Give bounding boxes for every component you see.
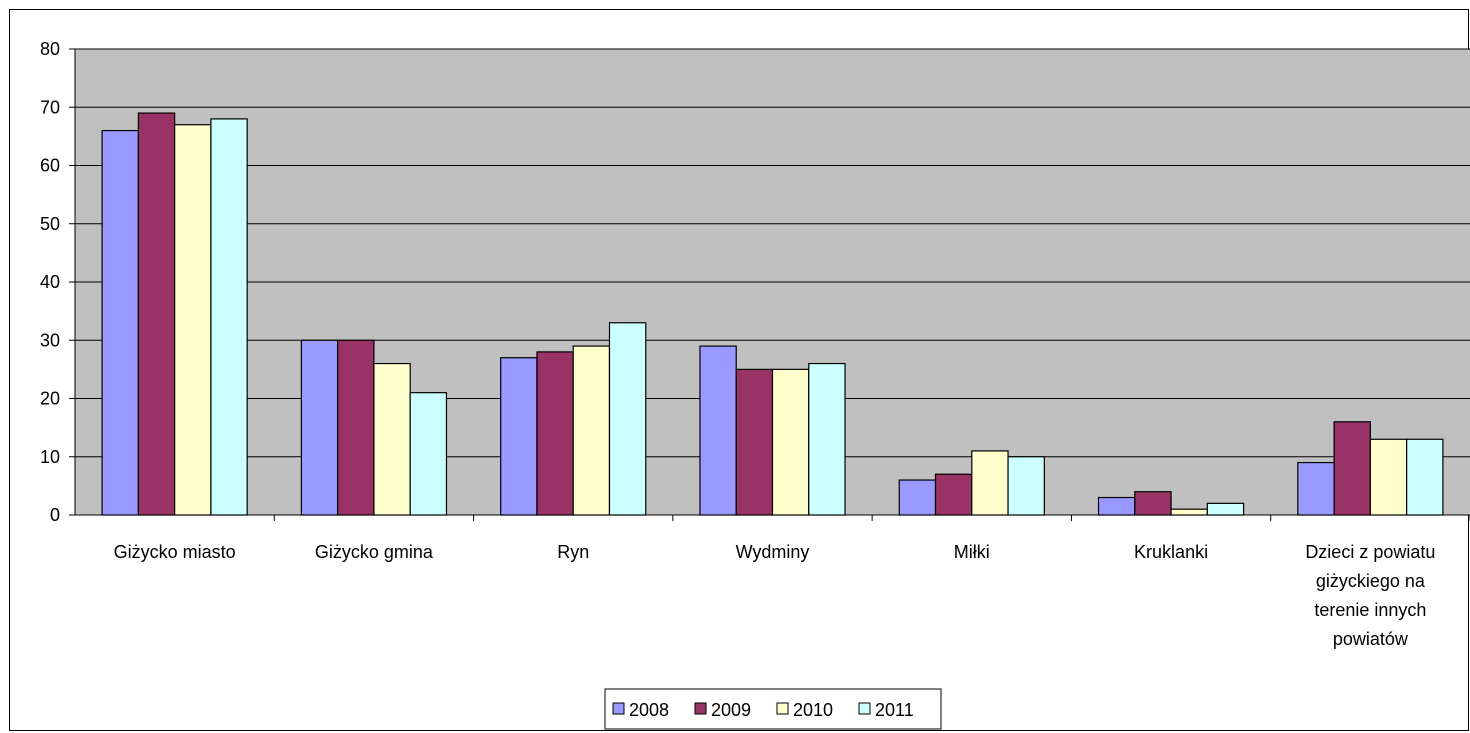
x-category-label: Dzieci z powiatu giżyckiego na terenie inn… xyxy=(1305,542,1435,649)
y-tick-label: 10 xyxy=(40,447,60,467)
bar-2010-4 xyxy=(971,450,1009,516)
bar-2011-6 xyxy=(1406,438,1444,516)
y-tick-label: 50 xyxy=(40,214,60,234)
legend-swatch-2010 xyxy=(776,702,789,715)
y-tick-label: 30 xyxy=(40,330,60,350)
bar-2008-4 xyxy=(898,479,937,516)
y-tick-label: 40 xyxy=(40,272,60,292)
bar-2009-4 xyxy=(934,473,973,516)
y-tick-label: 0 xyxy=(50,505,60,525)
bar-2008-1 xyxy=(300,339,339,516)
x-category-label: Miłki xyxy=(954,542,990,562)
bar-2008-3 xyxy=(699,345,737,516)
bar-2010-5 xyxy=(1170,508,1208,516)
bar-2008-6 xyxy=(1297,461,1335,516)
legend-box xyxy=(604,688,942,730)
axes xyxy=(69,48,1470,521)
y-tick-label: 20 xyxy=(40,389,60,409)
bar-2011-0 xyxy=(210,118,248,516)
bar-2009-6 xyxy=(1333,421,1371,516)
y-tick-label: 80 xyxy=(40,39,60,59)
y-tick-label: 60 xyxy=(40,156,60,176)
legend-label-2008: 2008 xyxy=(629,700,669,720)
bar-2011-2 xyxy=(608,322,647,516)
bar-2009-0 xyxy=(137,112,176,516)
bar-2011-4 xyxy=(1007,456,1045,516)
bar-2009-2 xyxy=(536,351,574,516)
bar-2008-2 xyxy=(500,357,538,516)
bar-2010-2 xyxy=(572,345,611,516)
bar-2010-3 xyxy=(771,368,810,516)
legend-swatch-2008 xyxy=(612,702,625,715)
bar-2011-3 xyxy=(808,362,846,516)
bar-2008-0 xyxy=(101,129,139,516)
legend: 2008 2009 2010 2011 xyxy=(604,688,942,730)
bar-2011-5 xyxy=(1206,502,1245,516)
bar-2008-5 xyxy=(1097,496,1136,516)
x-category-label: Giżycko miasto xyxy=(114,542,236,562)
legend-swatch-2009 xyxy=(694,702,707,715)
legend-swatch-2011 xyxy=(858,702,871,715)
x-category-label: Wydminy xyxy=(736,542,810,562)
bar-2009-1 xyxy=(337,339,375,516)
x-category-label: Kruklanki xyxy=(1134,542,1208,562)
x-category-label: Ryn xyxy=(557,542,589,562)
bar-2010-0 xyxy=(174,124,212,516)
bar-2010-1 xyxy=(373,362,411,516)
x-axis-category-labels: Giżycko miasto Giżycko gmina Ryn Wydminy Mił… xyxy=(114,542,1436,649)
legend-label-2010: 2010 xyxy=(793,700,833,720)
legend-label-2011: 2011 xyxy=(875,700,914,720)
y-tick-label: 70 xyxy=(40,97,60,117)
bar-2011-1 xyxy=(409,392,448,516)
y-axis-tick-labels: 0 10 20 30 40 50 60 70 80 xyxy=(40,39,60,525)
bar-2010-6 xyxy=(1369,438,1408,516)
bar-2009-3 xyxy=(735,368,774,516)
bars xyxy=(101,112,1444,516)
x-category-label: Giżycko gmina xyxy=(315,542,434,562)
bar-2009-5 xyxy=(1134,491,1172,516)
legend-label-2009: 2009 xyxy=(711,700,751,720)
